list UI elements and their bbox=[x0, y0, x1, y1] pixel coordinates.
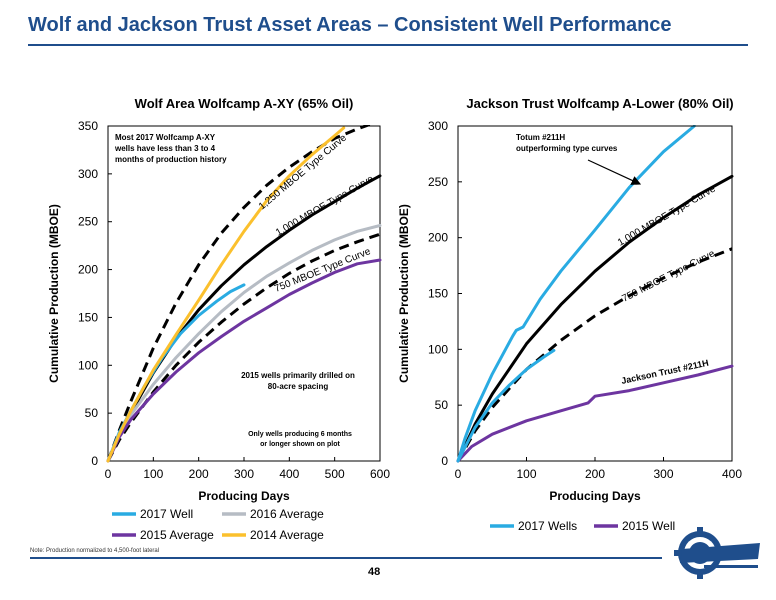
left-x-tick-label: 400 bbox=[279, 467, 299, 481]
right-y-axis-label: Cumulative Production (MBOE) bbox=[397, 204, 411, 383]
left-legend-label-2015-average: 2015 Average bbox=[140, 528, 214, 542]
right-x-tick-label: 300 bbox=[653, 467, 673, 481]
left-series-2015-average bbox=[106, 258, 382, 463]
right-x-tick-label: 400 bbox=[722, 467, 742, 481]
left-series-1-250-mboe-type-curve bbox=[106, 122, 372, 462]
left-x-tick-label: 200 bbox=[189, 467, 209, 481]
left-y-axis-label: Cumulative Production (MBOE) bbox=[47, 204, 61, 383]
label-750-type-curve-left: 750 MBOE Type Curve bbox=[273, 246, 373, 295]
left-y-tick-label: 350 bbox=[78, 119, 98, 133]
left-series-2016-average bbox=[106, 224, 382, 463]
annotation-2015-spacing-1: 2015 wells primarily drilled on bbox=[241, 371, 355, 380]
left-top-mask bbox=[109, 112, 379, 125]
annotation-six-months-1: Only wells producing 6 months bbox=[248, 431, 352, 438]
right-y-tick-label: 50 bbox=[435, 398, 449, 412]
right-legend-label-2017-wells: 2017 Wells bbox=[518, 519, 577, 533]
annotation-totum-2: outperforming type curves bbox=[516, 144, 618, 153]
footer-divider bbox=[30, 557, 662, 559]
left-x-tick-label: 300 bbox=[234, 467, 254, 481]
company-logo bbox=[674, 527, 760, 579]
page-title: Wolf and Jackson Trust Asset Areas – Con… bbox=[28, 14, 672, 36]
left-x-tick-label: 600 bbox=[370, 467, 390, 481]
left-x-tick-label: 100 bbox=[143, 467, 163, 481]
right-y-tick-label: 0 bbox=[441, 454, 448, 468]
right-chart-title: Jackson Trust Wolfcamp A-Lower (80% Oil) bbox=[466, 96, 734, 111]
left-y-tick-label: 300 bbox=[78, 167, 98, 181]
right-x-axis-label: Producing Days bbox=[549, 489, 641, 503]
annotation-2015-spacing-2: 80-acre spacing bbox=[268, 382, 329, 391]
left-x-tick-label: 500 bbox=[325, 467, 345, 481]
right-x-tick-label: 0 bbox=[455, 467, 462, 481]
left-legend-label-2016-average: 2016 Average bbox=[250, 507, 324, 521]
totum-arrow bbox=[587, 159, 642, 185]
annotation-most-2017-2: wells have less than 3 to 4 bbox=[114, 144, 216, 153]
left-y-tick-label: 150 bbox=[78, 310, 98, 324]
left-legend-label-2017-well: 2017 Well bbox=[140, 507, 193, 521]
annotation-most-2017-3: months of production history bbox=[115, 155, 227, 164]
logo-banner bbox=[680, 543, 760, 563]
right-x-tick-label: 100 bbox=[516, 467, 536, 481]
footnote: Note: Production normalized to 4,500-foo… bbox=[30, 548, 160, 554]
title-divider bbox=[28, 44, 748, 46]
left-chart: 0 100 200 300 400 500 600 0 50 100 150 200 250 300 350… bbox=[47, 112, 390, 542]
left-chart-title: Wolf Area Wolfcamp A-XY (65% Oil) bbox=[134, 96, 354, 111]
right-series-jackson-trust-211h bbox=[456, 348, 556, 463]
label-1000-type-curve-right: 1,000 MBOE Type Curve bbox=[616, 183, 718, 248]
logo-tagline-bar bbox=[704, 565, 758, 568]
left-x-tick-label: 0 bbox=[105, 467, 112, 481]
left-series-2014-average bbox=[106, 126, 346, 463]
right-series-750-mboe-type-curve bbox=[456, 247, 733, 462]
page-number: 48 bbox=[368, 566, 381, 578]
left-y-tick-label: 0 bbox=[91, 454, 98, 468]
right-y-tick-label: 200 bbox=[428, 231, 448, 245]
annotation-most-2017-1: Most 2017 Wolfcamp A-XY bbox=[115, 133, 216, 142]
left-series-1-000-mboe-type-curve bbox=[106, 174, 382, 463]
left-y-tick-label: 100 bbox=[78, 358, 98, 372]
right-y-tick-label: 150 bbox=[428, 287, 448, 301]
right-series-2015-well bbox=[456, 364, 734, 463]
left-x-axis-label: Producing Days bbox=[198, 489, 290, 503]
right-x-tick-label: 200 bbox=[585, 467, 605, 481]
left-legend-label-2014-average: 2014 Average bbox=[250, 528, 324, 542]
annotation-six-months-2: or longer shown on plot bbox=[260, 441, 340, 448]
right-y-tick-label: 100 bbox=[428, 342, 448, 356]
left-y-tick-label: 250 bbox=[78, 215, 98, 229]
label-750-type-curve-right: 750 MBOE Type Curve bbox=[620, 248, 717, 305]
left-y-tick-label: 50 bbox=[85, 406, 99, 420]
right-top-mask bbox=[459, 112, 731, 125]
right-plot-frame bbox=[457, 125, 733, 462]
left-y-tick-label: 200 bbox=[78, 263, 98, 277]
right-series-2017-wells bbox=[456, 124, 696, 463]
annotation-totum-1: Totum #211H bbox=[516, 133, 565, 142]
right-legend-label-2015-well: 2015 Well bbox=[622, 519, 675, 533]
right-y-tick-label: 250 bbox=[428, 175, 448, 189]
right-y-tick-label: 300 bbox=[428, 119, 448, 133]
right-series-1-000-mboe-type-curve bbox=[456, 174, 734, 463]
right-chart: 0 100 200 300 400 0 50 100 150 200 250 300 Producing… bbox=[397, 112, 742, 533]
